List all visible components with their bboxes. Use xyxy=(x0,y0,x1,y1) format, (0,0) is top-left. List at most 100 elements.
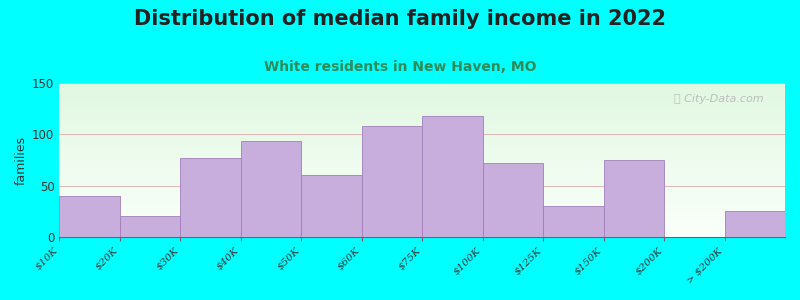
Bar xyxy=(59,207,785,208)
Bar xyxy=(59,155,785,156)
Bar xyxy=(59,105,785,106)
Bar xyxy=(59,156,785,157)
Bar xyxy=(59,96,785,97)
Bar xyxy=(59,198,785,199)
Bar xyxy=(59,199,785,200)
Bar xyxy=(59,177,785,178)
Bar xyxy=(59,120,785,121)
Bar xyxy=(59,104,785,105)
Bar xyxy=(59,121,785,122)
Bar xyxy=(59,84,785,85)
Bar xyxy=(482,163,543,237)
Bar xyxy=(59,225,785,226)
Bar xyxy=(59,119,785,120)
Bar xyxy=(59,99,785,100)
Bar xyxy=(59,166,785,167)
Bar xyxy=(725,211,785,237)
Bar xyxy=(59,234,785,235)
Bar xyxy=(59,204,785,205)
Bar xyxy=(59,118,785,119)
Bar xyxy=(59,154,785,155)
Bar xyxy=(59,196,785,197)
Bar xyxy=(120,216,180,237)
Bar xyxy=(59,93,785,94)
Bar xyxy=(59,165,785,166)
Bar xyxy=(59,118,785,119)
Bar xyxy=(59,150,785,151)
Bar xyxy=(59,110,785,111)
Bar xyxy=(59,201,785,202)
Bar xyxy=(59,143,785,144)
Bar xyxy=(603,160,664,237)
Bar xyxy=(59,124,785,125)
Y-axis label: families: families xyxy=(15,135,28,184)
Bar xyxy=(59,132,785,133)
Bar xyxy=(59,197,785,198)
Bar xyxy=(59,109,785,110)
Bar xyxy=(59,136,785,137)
Bar xyxy=(59,179,785,180)
Bar xyxy=(59,211,785,212)
Bar xyxy=(59,194,785,195)
Bar xyxy=(59,97,785,98)
Bar xyxy=(59,236,785,237)
Bar xyxy=(59,113,785,114)
Bar xyxy=(59,107,785,108)
Bar xyxy=(59,152,785,153)
Bar xyxy=(59,158,785,159)
Bar xyxy=(59,174,785,175)
Bar xyxy=(59,111,785,112)
Bar xyxy=(59,145,785,146)
Bar xyxy=(59,157,785,158)
Bar xyxy=(59,123,785,124)
Bar xyxy=(59,92,785,93)
Bar xyxy=(59,134,785,135)
Bar xyxy=(59,86,785,87)
Bar xyxy=(59,95,785,96)
Bar xyxy=(59,115,785,116)
Bar xyxy=(59,226,785,227)
Bar xyxy=(59,231,785,232)
Bar xyxy=(59,144,785,145)
Bar xyxy=(59,122,785,123)
Bar xyxy=(59,160,785,161)
Bar xyxy=(59,185,785,186)
Bar xyxy=(59,196,120,237)
Bar xyxy=(59,183,785,184)
Bar xyxy=(59,173,785,174)
Bar xyxy=(59,169,785,170)
Bar xyxy=(59,222,785,223)
Bar xyxy=(59,218,785,219)
Bar xyxy=(59,228,785,229)
Bar xyxy=(59,164,785,165)
Bar xyxy=(59,184,785,185)
Bar xyxy=(59,114,785,115)
Bar xyxy=(59,100,785,101)
Bar xyxy=(59,108,785,109)
Bar xyxy=(59,188,785,189)
Bar xyxy=(59,161,785,162)
Bar xyxy=(59,126,785,127)
Bar xyxy=(59,229,785,230)
Bar xyxy=(59,130,785,131)
Bar xyxy=(59,195,785,196)
Bar xyxy=(59,203,785,204)
Bar xyxy=(59,193,785,194)
Bar xyxy=(59,146,785,147)
Bar xyxy=(59,168,785,169)
Bar xyxy=(59,232,785,233)
Bar xyxy=(59,217,785,218)
Bar xyxy=(362,126,422,237)
Bar xyxy=(59,125,785,126)
Bar xyxy=(59,176,785,177)
Text: ⓘ City-Data.com: ⓘ City-Data.com xyxy=(674,94,763,104)
Bar xyxy=(59,128,785,129)
Bar xyxy=(59,230,785,231)
Bar xyxy=(59,142,785,143)
Text: Distribution of median family income in 2022: Distribution of median family income in … xyxy=(134,9,666,29)
Bar xyxy=(59,221,785,222)
Bar xyxy=(59,90,785,91)
Bar xyxy=(59,205,785,206)
Bar xyxy=(59,206,785,207)
Bar xyxy=(59,163,785,164)
